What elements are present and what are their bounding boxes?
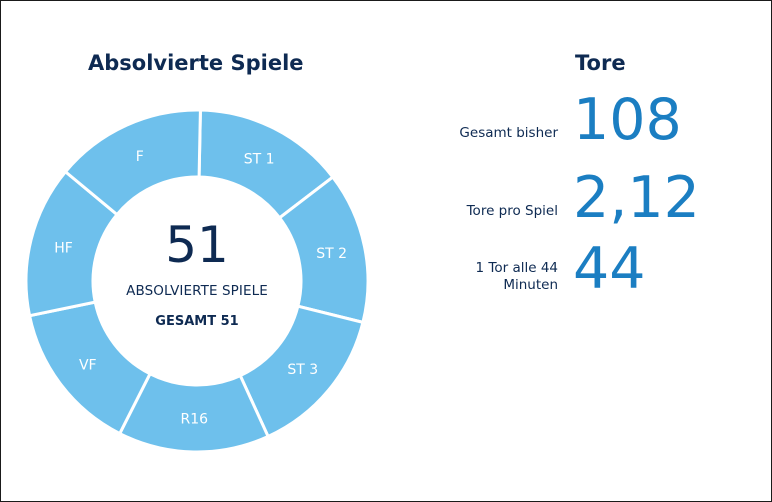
donut-segment-label: VF (79, 358, 97, 374)
donut-segment-label: ST 3 (287, 362, 318, 378)
games-title: Absolvierte Spiele (88, 51, 304, 75)
donut-segment-label: HF (54, 241, 73, 257)
goals-title: Tore (575, 51, 626, 75)
goals-per-game-value: 2,12 (573, 165, 700, 231)
goal-interval-label-line1: 1 Tor alle 44 (475, 260, 558, 276)
donut-segment-label: R16 (180, 411, 208, 427)
games-total: GESAMT 51 (155, 314, 239, 329)
donut-segment-label: ST 1 (244, 151, 275, 167)
goals-per-game-label: Tore pro Spiel (466, 203, 558, 219)
games-count: 51 (165, 216, 229, 274)
donut-segment-label: ST 2 (316, 246, 347, 262)
games-caption: ABSOLVIERTE SPIELE (126, 283, 268, 299)
goals-total-value: 108 (573, 87, 682, 153)
donut-segment-f (63, 108, 202, 217)
goals-total-label: Gesamt bisher (459, 125, 558, 141)
goal-interval-label: 1 Tor alle 44 Minuten (476, 260, 558, 294)
donut-segment-label: F (136, 149, 144, 165)
goal-interval-label-line2: Minuten (503, 277, 558, 293)
goal-interval-value: 44 (573, 236, 646, 302)
